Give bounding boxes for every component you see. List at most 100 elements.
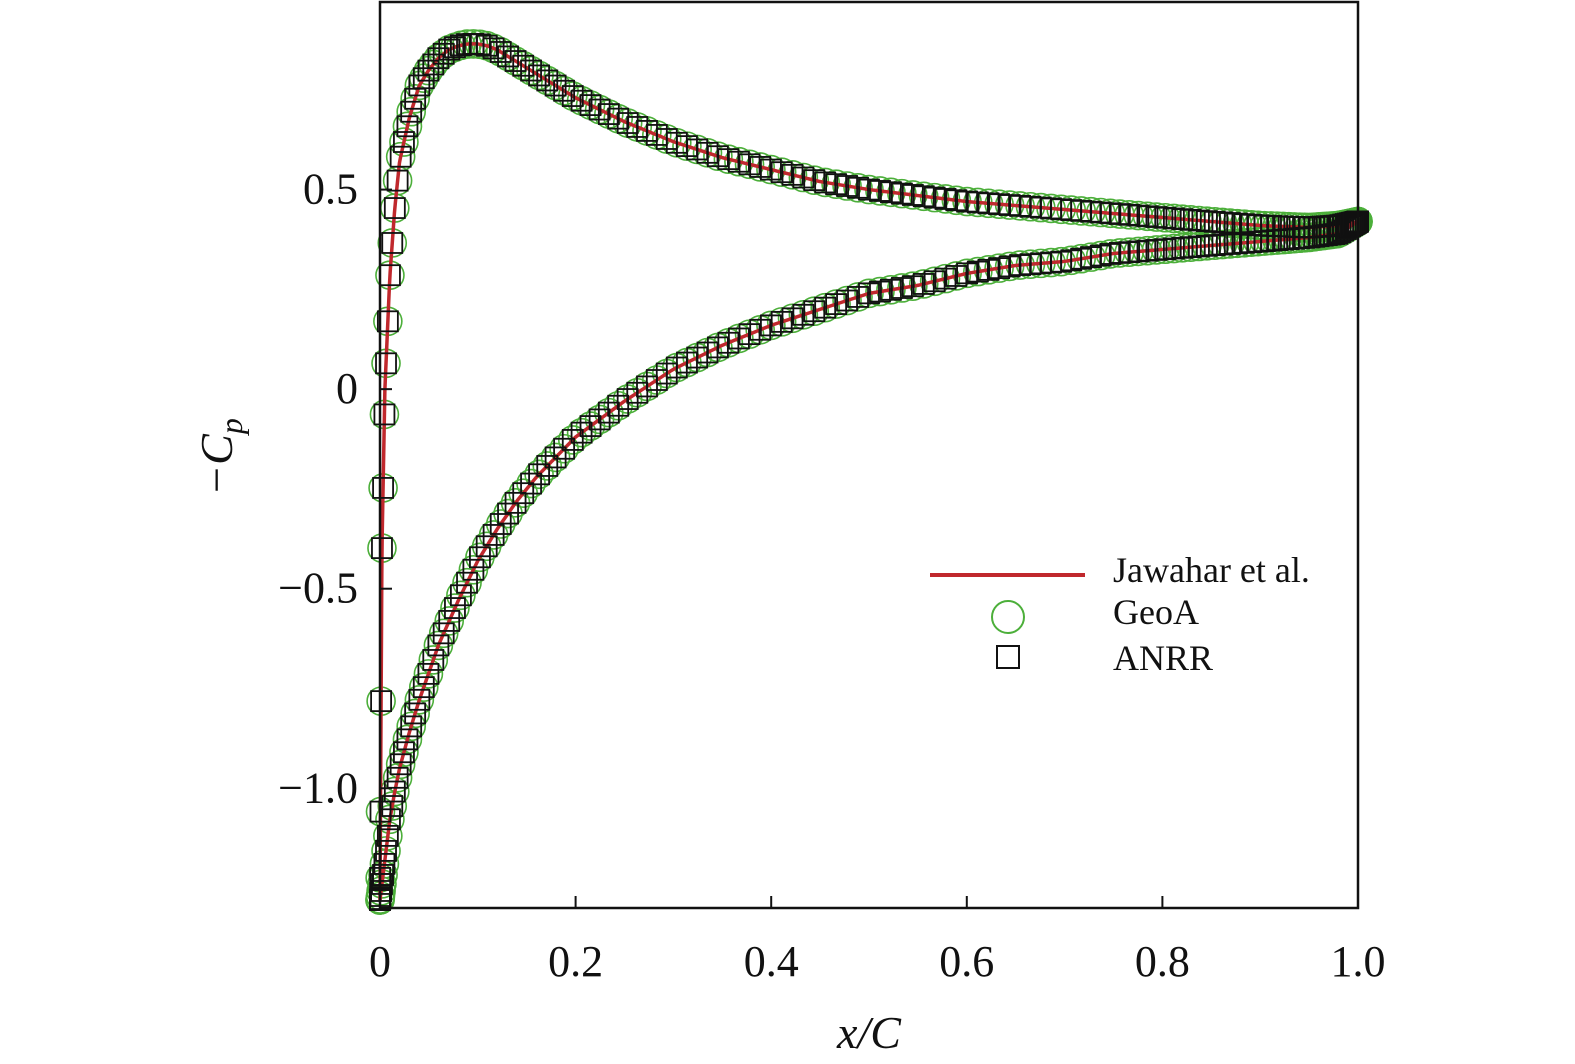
- geoa-point: [389, 127, 419, 157]
- geoa-point: [854, 278, 884, 309]
- anrr-point: [536, 455, 559, 477]
- legend-label-geoa: GeoA: [1113, 592, 1199, 632]
- anrr-point: [825, 293, 848, 315]
- jawahar-upper-curve: [378, 42, 1359, 901]
- geoa-point: [400, 83, 430, 114]
- anrr-point: [489, 41, 512, 63]
- x-tick-label: 0.8: [1135, 937, 1190, 986]
- anrr-point: [376, 310, 399, 333]
- y-tick-label: −0.5: [278, 564, 358, 613]
- anrr-point: [469, 546, 491, 569]
- anrr-point: [417, 662, 440, 685]
- anrr-point: [376, 824, 399, 847]
- anrr-point: [579, 415, 602, 437]
- anrr-point: [462, 558, 485, 581]
- geoa-point: [777, 160, 808, 190]
- legend-label-anrr: ANRR: [1113, 638, 1213, 678]
- anrr-point: [482, 524, 505, 546]
- y-axis-title: −Cp: [191, 418, 249, 496]
- anrr-point: [528, 463, 550, 486]
- geoa-point: [766, 157, 797, 187]
- anrr-point: [408, 688, 431, 711]
- x-tick-label: 1.0: [1331, 937, 1386, 986]
- anrr-point: [561, 429, 584, 451]
- anrr-point: [373, 852, 396, 875]
- anrr-point: [482, 37, 505, 60]
- geoa-point: [908, 269, 939, 299]
- anrr-point: [383, 780, 406, 803]
- anrr-point: [825, 173, 848, 196]
- anrr-point: [444, 597, 466, 619]
- geoa-point: [418, 645, 449, 675]
- anrr-point: [432, 622, 455, 645]
- geoa-point: [549, 433, 579, 464]
- anrr-point: [372, 864, 394, 886]
- geoa-point: [788, 162, 819, 193]
- geoa-point: [385, 749, 416, 780]
- anrr-point: [553, 437, 576, 460]
- plot-frame: [378, 0, 1360, 910]
- geoa-point: [404, 684, 435, 715]
- geoa-point: [413, 659, 444, 689]
- anrr-point: [375, 839, 397, 862]
- anrr-point: [1341, 214, 1363, 237]
- anrr-point: [381, 795, 404, 817]
- anrr-point: [858, 282, 880, 305]
- geoa-point: [984, 253, 1014, 283]
- geoa-point: [400, 698, 430, 729]
- anrr-point: [438, 610, 461, 632]
- anrr-point: [544, 446, 567, 469]
- geoa-point: [377, 791, 408, 821]
- series-layer: [365, 29, 1373, 915]
- legend: Jawahar et al. GeoA ANRR: [930, 550, 1310, 678]
- geoa-point: [865, 276, 895, 307]
- geoa-point: [428, 618, 459, 649]
- geoa-point: [898, 271, 928, 302]
- anrr-point: [381, 232, 404, 254]
- anrr-point: [570, 421, 593, 444]
- geoa-point: [1076, 242, 1106, 272]
- anrr-point: [561, 85, 584, 107]
- anrr-point: [475, 34, 498, 57]
- geoa-point: [392, 111, 423, 142]
- anrr-point: [814, 171, 837, 194]
- geoa-point: [756, 154, 786, 185]
- x-tick-label: 0.6: [939, 937, 994, 986]
- y-axis-title-main: −C: [191, 433, 242, 496]
- y-tick-label: −1.0: [278, 763, 358, 812]
- geoa-point: [810, 292, 840, 323]
- y-tick-label: 0.5: [303, 165, 358, 214]
- anrr-point: [400, 100, 423, 123]
- geoa-point: [963, 256, 993, 287]
- anrr-point: [803, 300, 826, 323]
- geoa-point: [832, 285, 862, 316]
- anrr-point: [432, 42, 455, 65]
- anrr-point: [1339, 215, 1362, 238]
- anrr-point: [393, 741, 415, 764]
- anrr-point: [890, 182, 913, 205]
- y-axis-title-subscript: p: [213, 418, 249, 436]
- anrr-point: [847, 176, 869, 199]
- geoa-point: [821, 169, 851, 200]
- anrr-point: [422, 649, 445, 671]
- geoa-point: [1066, 243, 1096, 274]
- geoa-point: [887, 273, 917, 303]
- geoa-point: [941, 261, 972, 291]
- geoa-point: [408, 672, 439, 702]
- anrr-point: [386, 169, 409, 192]
- anrr-point: [404, 702, 427, 725]
- anrr-point: [400, 715, 423, 738]
- geoa-point: [919, 266, 950, 297]
- geoa-point: [876, 274, 906, 305]
- geoa-point: [452, 567, 482, 598]
- anrr-point: [375, 352, 397, 375]
- geoa-point: [440, 593, 470, 623]
- anrr-point: [869, 280, 891, 303]
- anrr-point: [570, 89, 593, 112]
- anrr-point: [847, 286, 869, 308]
- anrr-point: [383, 197, 406, 219]
- geoa-point: [724, 146, 754, 177]
- anrr-point: [814, 296, 837, 319]
- geoa-point: [930, 263, 961, 294]
